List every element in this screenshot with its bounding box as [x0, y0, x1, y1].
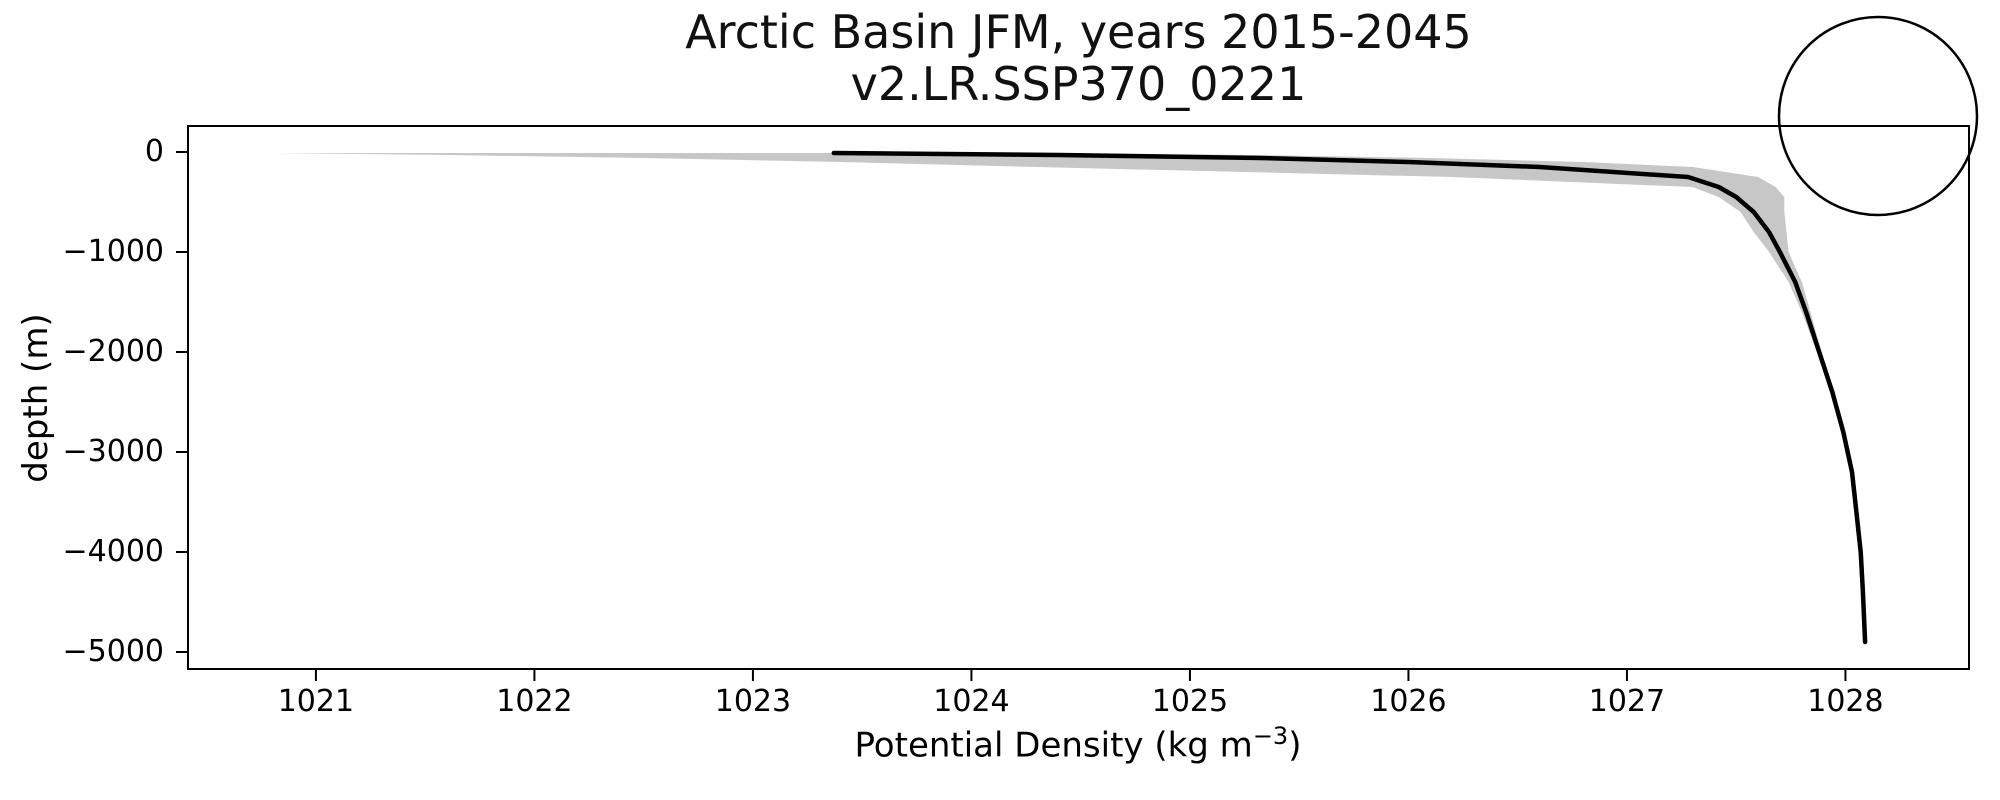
x-tick-label: 1025 — [1151, 684, 1229, 719]
x-tick-label: 1024 — [933, 684, 1010, 719]
chart-title: Arctic Basin JFM, years 2015-2045 — [685, 5, 1472, 59]
chart-subtitle: v2.LR.SSP370_0221 — [850, 57, 1307, 111]
spread-band — [274, 153, 1868, 642]
x-tick-label: 1021 — [277, 684, 355, 719]
arctic-map-inset — [1777, 15, 1979, 217]
x-axis-label-text: Potential Density (kg m — [854, 725, 1253, 766]
y-tick-label: −2000 — [62, 334, 164, 369]
axis-ticks — [176, 151, 1847, 681]
x-tick-label: 1026 — [1370, 684, 1447, 719]
x-tick-label: 1027 — [1588, 684, 1666, 719]
y-tick-label: −3000 — [62, 434, 164, 469]
y-tick-label: −4000 — [62, 534, 164, 569]
plot-border — [187, 125, 1970, 670]
x-tick-label: 1023 — [714, 684, 792, 719]
mean-profile-line — [831, 150, 1868, 645]
y-tick-label: −1000 — [62, 234, 164, 269]
x-tick-label: 1022 — [496, 684, 573, 719]
globe-rim — [1777, 15, 1979, 217]
y-tick-label: −5000 — [62, 634, 164, 669]
x-axis-label: Potential Density (kg m−3) — [578, 722, 1578, 765]
y-axis-label: depth (m) — [16, 313, 56, 483]
chart-title-block: Arctic Basin JFM, years 2015-2045 v2.LR.… — [187, 6, 1970, 110]
x-axis-label-exponent: −3 — [1252, 722, 1289, 750]
y-tick-label: 0 — [144, 134, 164, 169]
x-axis-label-close: ) — [1288, 725, 1302, 766]
x-tick-label: 1028 — [1807, 684, 1884, 719]
